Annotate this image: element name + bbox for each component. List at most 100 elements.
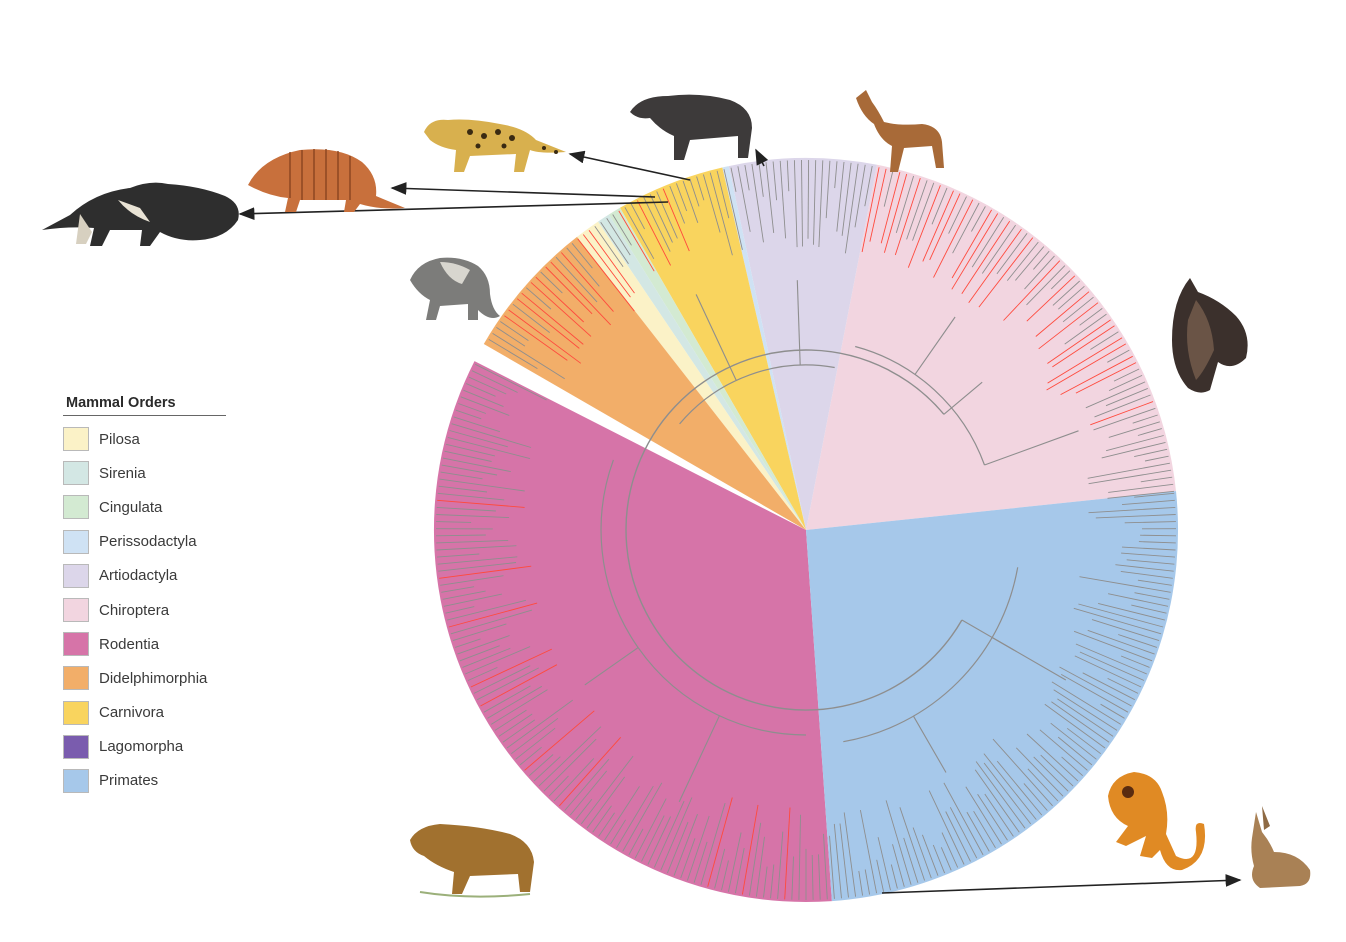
tip-branch bbox=[877, 837, 891, 891]
tip-branch bbox=[1088, 506, 1176, 514]
tip-branch bbox=[890, 864, 898, 889]
tip-branch bbox=[504, 315, 568, 361]
tip-branch bbox=[548, 775, 569, 797]
branch-spoke bbox=[678, 715, 720, 803]
tip-branch bbox=[675, 183, 688, 212]
tip-branch bbox=[437, 499, 525, 508]
tip-branch bbox=[834, 161, 838, 189]
bat-illustration bbox=[1172, 278, 1248, 393]
tip-branch bbox=[1075, 643, 1147, 675]
legend-swatch bbox=[63, 461, 89, 486]
tip-branch bbox=[526, 287, 552, 310]
tip-branch bbox=[941, 832, 959, 868]
tip-branch bbox=[727, 832, 742, 892]
tip-branch bbox=[1131, 604, 1167, 614]
tip-branch bbox=[529, 754, 554, 777]
tip-branch bbox=[436, 553, 480, 558]
tip-branch bbox=[984, 793, 1014, 837]
tip-branch bbox=[978, 237, 1034, 308]
tip-branch bbox=[470, 648, 552, 688]
howler-monkey-illustration bbox=[1108, 772, 1206, 871]
tip-branch bbox=[741, 804, 759, 895]
tapir-illustration bbox=[630, 94, 752, 160]
legend: Mammal Orders Pilosa Sirenia Cingulata Peri… bbox=[63, 395, 233, 798]
tip-branch bbox=[1105, 435, 1164, 452]
arrow-anteater bbox=[238, 201, 669, 220]
tip-branch bbox=[748, 822, 762, 896]
tip-branch bbox=[1051, 701, 1110, 743]
tip-branch bbox=[951, 209, 992, 279]
tip-branch bbox=[1044, 703, 1106, 749]
tip-branch bbox=[811, 854, 814, 900]
tip-branch bbox=[1120, 655, 1150, 668]
tip-branch bbox=[441, 586, 475, 593]
tip-branch bbox=[445, 443, 496, 457]
tip-branch bbox=[1046, 343, 1127, 391]
tip-branch bbox=[864, 869, 871, 895]
tip-branch bbox=[1075, 362, 1137, 394]
tip-branch bbox=[457, 635, 510, 655]
tip-branch bbox=[730, 167, 737, 192]
tip-branch bbox=[929, 193, 961, 261]
tip-branch bbox=[560, 252, 614, 312]
tip-branch bbox=[634, 798, 667, 859]
tip-branch bbox=[880, 171, 901, 244]
tip-branch bbox=[977, 793, 1008, 841]
tip-branch bbox=[707, 797, 733, 887]
tip-branch bbox=[702, 174, 721, 233]
legend-swatch bbox=[63, 768, 89, 793]
tip-branch bbox=[798, 814, 801, 900]
tip-branch bbox=[1060, 355, 1133, 395]
tip-branch bbox=[1003, 260, 1061, 321]
tip-branch bbox=[777, 831, 784, 899]
tip-branch bbox=[519, 746, 542, 766]
tip-branch bbox=[660, 797, 693, 871]
tip-branch bbox=[1033, 756, 1069, 792]
tip-branch bbox=[966, 811, 990, 852]
tip-branch bbox=[951, 213, 999, 290]
tip-branch bbox=[1091, 619, 1160, 642]
legend-item: Didelphimorphia bbox=[63, 661, 233, 695]
tip-branch bbox=[1026, 275, 1076, 322]
tip-branch bbox=[723, 169, 743, 251]
tip-branch bbox=[488, 339, 538, 369]
tip-branch bbox=[521, 292, 584, 345]
tip-branch bbox=[580, 755, 634, 825]
branch-spoke bbox=[943, 381, 983, 415]
tip-branch bbox=[604, 786, 640, 841]
tip-branch bbox=[1126, 559, 1175, 565]
tip-branch bbox=[466, 383, 496, 397]
legend-list: Pilosa Sirenia Cingulata Perissodactyla Arti… bbox=[63, 422, 233, 798]
tip-branch bbox=[1087, 629, 1155, 655]
tip-branch bbox=[1059, 666, 1132, 707]
tip-branch bbox=[1052, 280, 1081, 306]
tip-branch bbox=[1082, 672, 1136, 701]
tip-branch bbox=[438, 485, 488, 493]
tip-branch bbox=[508, 309, 582, 364]
tip-branch bbox=[622, 782, 663, 852]
tip-branch bbox=[453, 416, 501, 433]
sector-pilosa bbox=[577, 221, 806, 530]
tip-branch bbox=[463, 389, 504, 408]
tip-branch bbox=[793, 160, 798, 248]
tip-branch bbox=[512, 303, 550, 333]
tip-branch bbox=[758, 162, 764, 197]
tip-branch bbox=[1079, 651, 1145, 681]
tip-branch bbox=[696, 176, 705, 201]
tip-branch bbox=[1108, 374, 1143, 392]
tip-branch bbox=[818, 160, 824, 248]
tip-branch bbox=[1121, 499, 1175, 506]
tip-branch bbox=[533, 756, 561, 782]
tip-branch bbox=[662, 188, 690, 252]
tip-branch bbox=[755, 836, 765, 897]
tip-branch bbox=[996, 233, 1028, 275]
tip-branch bbox=[653, 800, 685, 868]
tip-branch bbox=[786, 160, 790, 192]
tip-branch bbox=[1023, 783, 1048, 811]
tip-branch bbox=[606, 218, 631, 256]
tip-branch bbox=[496, 327, 526, 347]
legend-swatch bbox=[63, 427, 89, 452]
tip-branch bbox=[836, 161, 845, 232]
tip-branch bbox=[899, 807, 926, 881]
